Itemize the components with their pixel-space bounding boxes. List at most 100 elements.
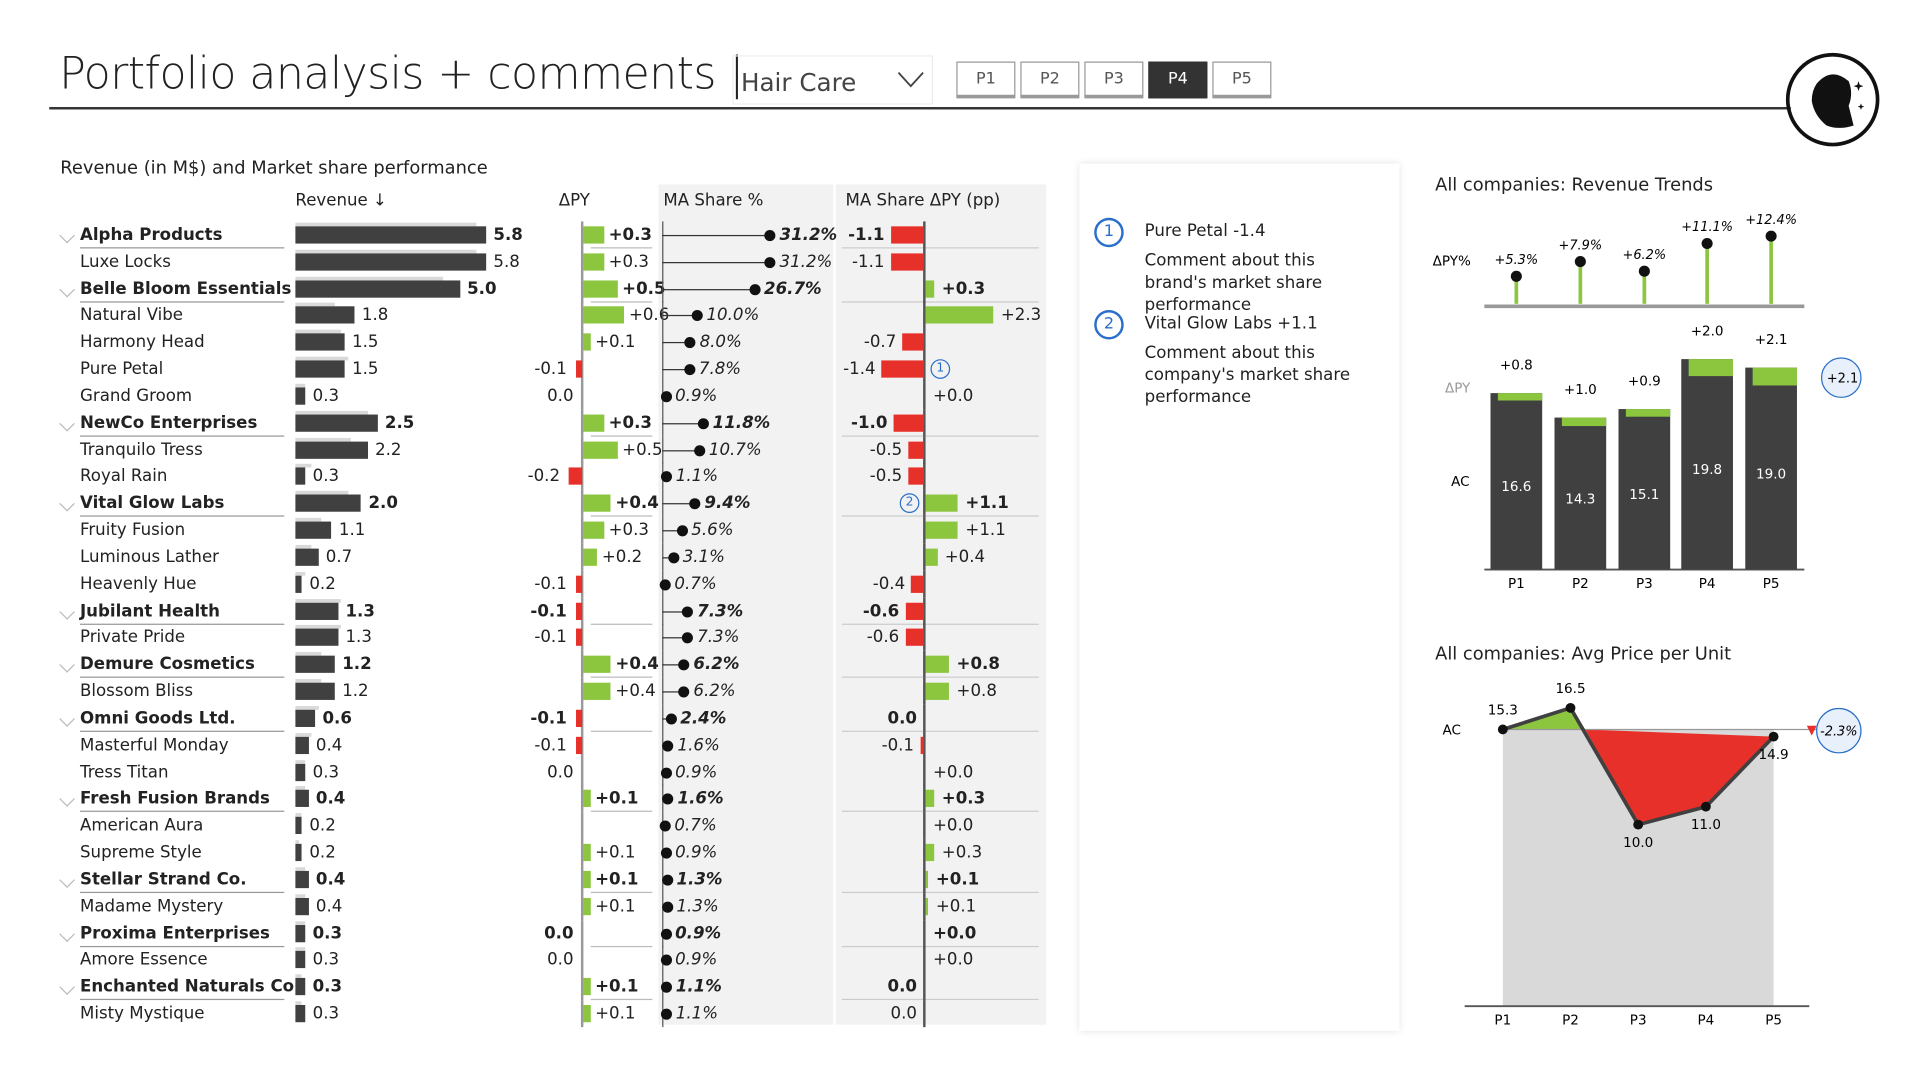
dpy-bar [583, 414, 604, 432]
brand-name[interactable]: Supreme Style [80, 842, 202, 863]
ac-value: 15.1 [1629, 487, 1659, 503]
dpy-axis [580, 919, 584, 947]
brand-name[interactable]: Misty Mystique [80, 1003, 205, 1024]
category-label: P2 [1572, 576, 1589, 592]
share-dot [665, 713, 677, 725]
revenue-value: 5.0 [467, 278, 497, 299]
dpy-value: +2.0 [1691, 324, 1724, 340]
dpy-bar [583, 897, 591, 915]
column-header-dpy[interactable]: ΔPY [558, 190, 590, 211]
column-header-ma-share-dpy[interactable]: MA Share ΔPY (pp) [845, 190, 1001, 211]
comment-marker-1: 1 [1094, 217, 1124, 248]
share-value: 31.2% [779, 225, 838, 245]
brand-name[interactable]: Fruity Fusion [80, 520, 186, 541]
revenue-trends-title: All companies: Revenue Trends [1435, 175, 1714, 196]
company-name[interactable]: NewCo Enterprises [80, 413, 258, 433]
dshare-axis [923, 812, 926, 840]
ac-bar-P4 [1681, 359, 1733, 570]
brand-name[interactable]: Luminous Lather [80, 547, 220, 568]
company-name[interactable]: Vital Glow Labs [80, 493, 225, 514]
dpy-pct-value: +6.2% [1623, 248, 1667, 263]
brand-name[interactable]: Tranquilo Tress [80, 439, 203, 460]
dshare-bar [905, 629, 924, 647]
brand-name[interactable]: Tress Titan [80, 762, 169, 782]
dpy-axis [580, 409, 584, 437]
dshare-axis [923, 651, 926, 679]
revenue-py-bar [295, 786, 306, 791]
brand-name[interactable]: Heavenly Hue [80, 574, 197, 594]
brand-name[interactable]: Amore Essence [80, 950, 208, 970]
brand-name[interactable]: Natural Vibe [80, 305, 183, 326]
brand-name[interactable]: Grand Groom [80, 386, 193, 406]
share-dot [660, 928, 672, 940]
revenue-value: 1.3 [345, 601, 375, 621]
company-name[interactable]: Omni Goods Ltd. [80, 708, 236, 729]
company-name[interactable]: Belle Bloom Essentials [80, 278, 292, 299]
brand-name[interactable]: Harmony Head [80, 332, 205, 353]
revenue-py-bar [295, 276, 444, 281]
revenue-value: 0.3 [312, 466, 340, 487]
dpy-axis [580, 301, 584, 330]
highlight-value: +2.1 [1827, 372, 1858, 387]
dshare-value: +1.1 [965, 493, 1009, 514]
dshare-axis [923, 463, 926, 491]
share-dot [684, 364, 696, 376]
revenue-value: 2.2 [375, 439, 402, 460]
category-dropdown[interactable]: Hair Care [732, 55, 933, 105]
revenue-value: 0.4 [315, 735, 343, 755]
brand-name[interactable]: Masterful Monday [80, 735, 229, 755]
share-dot [689, 498, 701, 510]
company-name[interactable]: Fresh Fusion Brands [80, 789, 270, 809]
column-header-revenue[interactable]: Revenue ↓ [295, 190, 387, 211]
group-divider [841, 623, 1039, 625]
period-button-p5[interactable]: P5 [1212, 61, 1272, 99]
revenue-value: 1.5 [352, 332, 379, 353]
share-stem [662, 691, 684, 693]
comment-marker-1[interactable]: 1 [930, 359, 951, 380]
group-divider [80, 891, 285, 893]
revenue-py-bar [295, 249, 477, 254]
share-value: 31.2% [779, 251, 833, 272]
price-value: 16.5 [1555, 681, 1585, 697]
dshare-bar [908, 468, 924, 486]
revenue-py-bar [295, 920, 306, 925]
brand-name[interactable]: Luxe Locks [80, 251, 171, 272]
brand-name[interactable]: American Aura [80, 815, 204, 836]
period-button-p4[interactable]: P4 [1148, 61, 1208, 99]
share-dot [694, 444, 706, 456]
revenue-bar [295, 306, 355, 325]
category-label: P5 [1765, 1013, 1782, 1029]
dshare-bar [908, 441, 924, 459]
company-name[interactable]: Proxima Enterprises [80, 923, 270, 943]
dshare-axis [923, 436, 926, 464]
company-name[interactable]: Enchanted Naturals Co. [80, 976, 301, 997]
highlight-bubble[interactable] [1820, 357, 1862, 398]
company-name[interactable]: Demure Cosmetics [80, 654, 255, 675]
group-divider [80, 811, 285, 813]
share-dot [678, 686, 690, 698]
period-button-p3[interactable]: P3 [1084, 61, 1144, 99]
revenue-py-bar [295, 544, 312, 549]
brand-name[interactable]: Madame Mystery [80, 896, 224, 917]
period-button-p1[interactable]: P1 [956, 61, 1016, 99]
highlight-bubble[interactable] [1816, 707, 1862, 754]
share-dot [682, 632, 694, 644]
comment-marker-2[interactable]: 2 [899, 493, 920, 514]
dpy-axis [580, 328, 584, 356]
brand-name[interactable]: Pure Petal [80, 359, 164, 380]
comment-2-title: Vital Glow Labs +1.1 [1144, 313, 1318, 334]
brand-name[interactable]: Private Pride [80, 627, 186, 648]
brand-name[interactable]: Royal Rain [80, 466, 168, 487]
brand-name[interactable]: Blossom Bliss [80, 681, 194, 702]
company-name[interactable]: Alpha Products [80, 225, 223, 245]
dshare-value: +0.1 [935, 896, 977, 917]
revenue-bar [295, 897, 309, 915]
group-divider [590, 623, 653, 625]
company-name[interactable]: Jubilant Health [80, 601, 220, 621]
company-name[interactable]: Stellar Strand Co. [80, 869, 247, 890]
category-label: P2 [1562, 1013, 1579, 1029]
column-header-ma-share[interactable]: MA Share % [663, 190, 764, 211]
dpy-value: 0.0 [547, 762, 574, 782]
dpy-value: +2.1 [1755, 332, 1788, 348]
period-button-p2[interactable]: P2 [1020, 61, 1080, 99]
